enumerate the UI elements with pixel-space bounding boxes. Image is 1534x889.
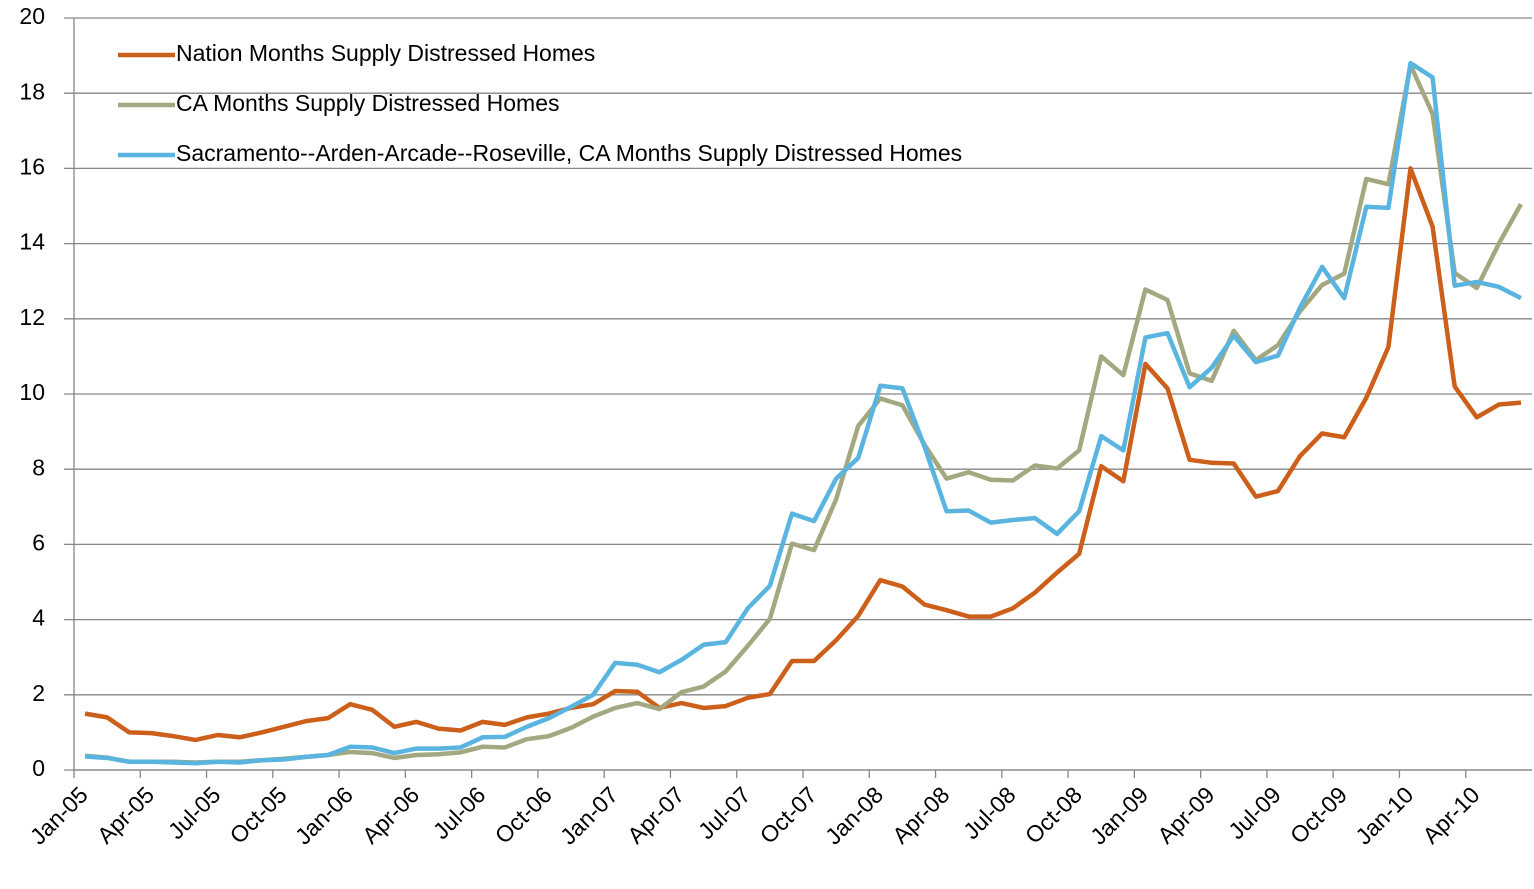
x-tick-label: Oct-05 — [224, 781, 291, 848]
x-tick-label: Apr-07 — [622, 781, 689, 848]
y-tick-label: 6 — [32, 529, 45, 555]
y-tick-label: 16 — [19, 153, 45, 179]
x-tick-label: Apr-09 — [1152, 781, 1219, 848]
y-tick-label: 8 — [32, 454, 45, 480]
x-tick-label: Jul-08 — [958, 781, 1021, 844]
series-line — [84, 166, 1522, 743]
x-tick-label: Jan-07 — [555, 781, 623, 849]
x-tick-label: Jul-05 — [163, 781, 226, 844]
x-tick-label: Jan-08 — [820, 781, 888, 849]
x-tick-label: Jul-09 — [1223, 781, 1286, 844]
x-tick-label: Jul-07 — [693, 781, 756, 844]
x-tick-label: Oct-07 — [755, 781, 822, 848]
y-tick-label: 2 — [32, 680, 45, 706]
x-tick-label: Jan-06 — [290, 781, 358, 849]
x-tick-label: Oct-08 — [1020, 781, 1087, 848]
x-tick-label: Oct-06 — [490, 781, 557, 848]
x-tick-label: Apr-06 — [357, 781, 424, 848]
y-tick-label: 0 — [32, 755, 45, 781]
legend-label: CA Months Supply Distressed Homes — [176, 90, 560, 116]
x-tick-label: Jan-05 — [25, 781, 93, 849]
y-tick-label: 4 — [32, 605, 45, 631]
x-tick-label: Apr-10 — [1417, 781, 1484, 848]
x-tick-label: Apr-08 — [887, 781, 954, 848]
y-tick-label: 10 — [19, 379, 45, 405]
x-tick-label: Oct-09 — [1285, 781, 1352, 848]
y-tick-label: 12 — [19, 304, 45, 330]
series-line — [84, 60, 1522, 766]
legend-label: Nation Months Supply Distressed Homes — [176, 40, 595, 66]
y-tick-label: 14 — [19, 229, 45, 255]
y-tick-label: 20 — [19, 3, 45, 29]
legend-label: Sacramento--Arden-Arcade--Roseville, CA … — [176, 140, 962, 166]
x-tick-label: Jan-10 — [1350, 781, 1418, 849]
x-tick-label: Apr-05 — [92, 781, 159, 848]
y-tick-label: 18 — [19, 78, 45, 104]
x-tick-label: Jan-09 — [1085, 781, 1153, 849]
x-tick-label: Jul-06 — [428, 781, 491, 844]
series-line — [84, 62, 1523, 765]
